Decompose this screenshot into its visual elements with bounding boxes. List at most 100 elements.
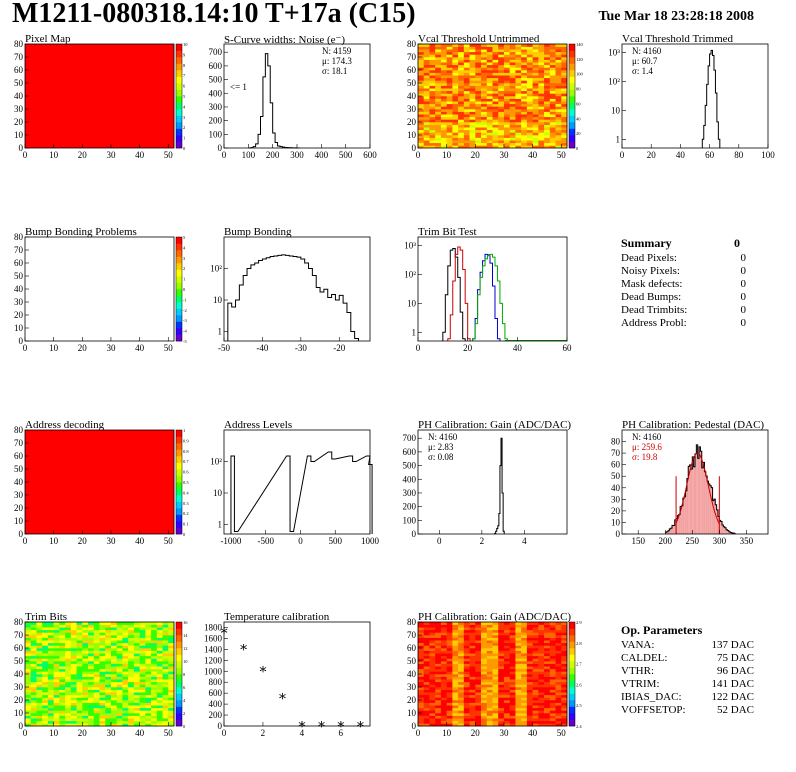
heatmap-cell: [475, 85, 482, 89]
heatmap-cell: [463, 697, 470, 701]
heatmap-cell: [423, 694, 430, 698]
chart-title: Vcal Threshold Untrimmed: [418, 33, 540, 45]
y-tick-label: 0: [616, 529, 621, 539]
heatmap-cell: [475, 124, 482, 128]
heatmap-cell: [561, 635, 568, 638]
heatmap-cell: [76, 658, 83, 662]
heatmap-cell: [418, 119, 425, 123]
heatmap-cell: [486, 661, 493, 664]
heatmap-cell: [561, 645, 568, 649]
heatmap-cell: [418, 648, 425, 651]
y-tick-label: 0: [412, 529, 417, 539]
heatmap-cell: [515, 75, 522, 79]
heatmap-cell: [429, 106, 436, 110]
heatmap-cell: [423, 718, 430, 722]
heatmap-cell: [452, 713, 459, 716]
heatmap-cell: [440, 650, 447, 654]
heatmap-cell: [30, 661, 37, 664]
heatmap-cell: [481, 70, 488, 73]
heatmap-cell: [440, 720, 447, 724]
heatmap-cell: [53, 674, 60, 677]
heatmap-cell: [133, 655, 140, 659]
heatmap-cell: [446, 88, 453, 92]
heatmap-cell: [65, 632, 72, 636]
heatmap-cell: [70, 684, 77, 688]
histogram-bar: [717, 516, 720, 534]
x-tick-label: 100: [242, 150, 256, 160]
heatmap-cell: [418, 674, 425, 677]
heatmap-cell: [498, 622, 505, 625]
heatmap-cell: [532, 80, 539, 84]
heatmap-cell: [532, 640, 539, 644]
heatmap-cell: [492, 622, 499, 625]
heatmap-cell: [42, 655, 49, 659]
heatmap-cell: [475, 142, 482, 146]
x-tick-label: 10: [49, 728, 59, 738]
colorbar-tick-label: 4: [183, 104, 186, 109]
heatmap-cell: [458, 624, 465, 628]
heatmap-cell: [492, 694, 499, 698]
heatmap-cell: [463, 624, 470, 628]
heatmap-cell: [151, 653, 158, 657]
heatmap-cell: [481, 98, 488, 102]
heatmap-cell: [481, 93, 488, 97]
heatmap-cell: [549, 640, 556, 644]
x-tick-label: -40: [256, 343, 268, 353]
op-param-row: VANA: 137 DAC: [621, 639, 754, 652]
heatmap-cell: [463, 62, 470, 66]
heatmap-cell: [463, 106, 470, 110]
heatmap-cell: [151, 692, 158, 696]
heatmap-cell: [463, 666, 470, 670]
heatmap-cell: [469, 109, 476, 112]
heatmap-cell: [145, 635, 152, 638]
heatmap-cell: [418, 57, 425, 60]
colorbar-tick-label: 4: [183, 698, 186, 703]
heatmap-cell: [498, 629, 505, 633]
heatmap-cells: [25, 622, 175, 727]
heatmap-cell: [423, 96, 430, 99]
heatmap-cell: [463, 689, 470, 693]
heatmap-cell: [133, 668, 140, 672]
heatmap-cell: [469, 715, 476, 719]
heatmap-cell: [128, 694, 135, 698]
heatmap-cell: [423, 77, 430, 81]
histogram-bar: [672, 525, 674, 534]
heatmap-cell: [53, 687, 60, 690]
heatmap-cell: [42, 671, 49, 675]
heatmap-cell: [435, 122, 442, 125]
heatmap-cell: [463, 70, 470, 73]
heatmap-cell: [76, 705, 83, 709]
heatmap-cell: [521, 635, 528, 638]
colorbar-segment: [176, 96, 182, 103]
heatmap-cell: [492, 650, 499, 654]
y-tick-label: 80: [14, 39, 24, 49]
heatmap-cell: [25, 632, 32, 636]
heatmap-cell: [469, 59, 476, 63]
heatmap-cell: [486, 88, 493, 92]
heatmap-cell: [42, 627, 49, 631]
heatmap-cell: [538, 700, 545, 703]
heatmap-cell: [145, 692, 152, 696]
heatmap-cell: [498, 723, 505, 727]
heatmap-cell: [544, 124, 551, 128]
y-tick-label: 10³: [404, 241, 416, 251]
heatmap-cell: [549, 689, 556, 693]
heatmap-cell: [110, 635, 117, 638]
heatmap-cell: [475, 681, 482, 685]
summary-title: Summary: [621, 236, 672, 250]
heatmap-cell: [440, 661, 447, 664]
heatmap-cell: [509, 90, 516, 94]
heatmap-cell: [156, 718, 163, 722]
heatmap-cell: [446, 80, 453, 84]
heatmap-cell: [475, 645, 482, 649]
heatmap-cell: [498, 132, 505, 136]
heatmap-cell: [526, 645, 533, 649]
heatmap-cell: [532, 101, 539, 105]
heatmap-cell: [463, 72, 470, 76]
histogram-bar: [693, 466, 695, 534]
heatmap-cell: [423, 627, 430, 631]
heatmap-cell: [549, 718, 556, 722]
heatmap-cell: [423, 46, 430, 50]
heatmap-cell: [110, 637, 117, 641]
heatmap-cell: [538, 684, 545, 688]
